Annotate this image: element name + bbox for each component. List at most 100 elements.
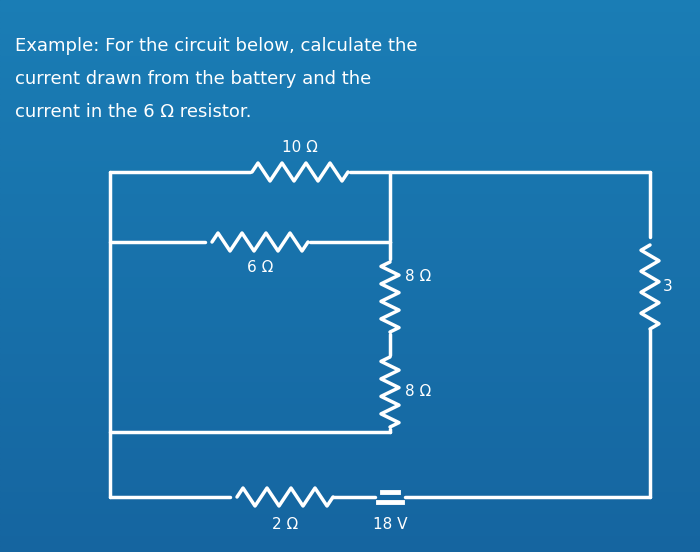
Bar: [0, 326, 700, 331]
Bar: [0, 287, 700, 293]
Bar: [0, 486, 700, 491]
Bar: [0, 248, 700, 254]
Bar: [0, 28, 700, 33]
Text: 3: 3: [663, 279, 673, 295]
Bar: [0, 99, 700, 105]
Bar: [0, 116, 700, 121]
Bar: [0, 414, 700, 420]
Bar: [0, 39, 700, 44]
Bar: [0, 447, 700, 453]
Bar: [0, 331, 700, 337]
Bar: [0, 375, 700, 381]
Bar: [0, 132, 700, 138]
Bar: [0, 77, 700, 83]
Bar: [0, 282, 700, 287]
Bar: [0, 475, 700, 480]
Text: 10 Ω: 10 Ω: [282, 140, 318, 155]
Bar: [0, 243, 700, 248]
Bar: [0, 359, 700, 364]
Bar: [0, 320, 700, 326]
Bar: [0, 530, 700, 535]
Bar: [0, 50, 700, 55]
Bar: [0, 22, 700, 28]
Bar: [0, 342, 700, 348]
Bar: [0, 309, 700, 315]
Bar: [0, 464, 700, 469]
Text: 8 Ω: 8 Ω: [405, 269, 431, 284]
Bar: [0, 215, 700, 221]
Bar: [0, 254, 700, 259]
Bar: [0, 265, 700, 270]
Bar: [0, 392, 700, 397]
Bar: [0, 11, 700, 17]
Bar: [0, 6, 700, 11]
Bar: [0, 121, 700, 127]
Bar: [0, 364, 700, 370]
Bar: [0, 425, 700, 431]
Bar: [0, 304, 700, 309]
Bar: [0, 144, 700, 149]
Bar: [0, 408, 700, 414]
Bar: [0, 469, 700, 475]
Text: 2 Ω: 2 Ω: [272, 517, 298, 532]
Bar: [0, 66, 700, 72]
Bar: [0, 381, 700, 386]
Bar: [0, 160, 700, 166]
Text: current in the 6 Ω resistor.: current in the 6 Ω resistor.: [15, 103, 251, 121]
Bar: [0, 513, 700, 519]
Bar: [0, 110, 700, 116]
Bar: [0, 491, 700, 497]
Bar: [0, 403, 700, 408]
Bar: [0, 55, 700, 61]
Bar: [0, 348, 700, 353]
Bar: [0, 182, 700, 188]
Bar: [0, 127, 700, 132]
Bar: [0, 397, 700, 403]
Bar: [0, 44, 700, 50]
Bar: [0, 524, 700, 530]
Bar: [0, 497, 700, 502]
Bar: [0, 221, 700, 226]
Bar: [0, 436, 700, 442]
Bar: [0, 353, 700, 359]
Bar: [0, 370, 700, 375]
Bar: [0, 535, 700, 541]
Bar: [0, 431, 700, 436]
Bar: [0, 232, 700, 237]
Bar: [0, 61, 700, 66]
Bar: [0, 171, 700, 177]
Bar: [0, 541, 700, 546]
Bar: [0, 259, 700, 265]
Bar: [0, 442, 700, 447]
Bar: [0, 337, 700, 342]
Bar: [0, 508, 700, 513]
Bar: [0, 33, 700, 39]
Bar: [0, 458, 700, 464]
Bar: [0, 293, 700, 298]
Bar: [0, 193, 700, 199]
Bar: [0, 177, 700, 182]
Bar: [0, 270, 700, 276]
Bar: [0, 105, 700, 110]
Bar: [0, 237, 700, 243]
Bar: [0, 420, 700, 425]
Bar: [0, 315, 700, 320]
Text: Example: For the circuit below, calculate the: Example: For the circuit below, calculat…: [15, 37, 417, 55]
Bar: [0, 546, 700, 552]
Bar: [0, 453, 700, 458]
Bar: [0, 88, 700, 94]
Bar: [0, 155, 700, 160]
Bar: [0, 480, 700, 486]
Bar: [0, 138, 700, 144]
Text: 8 Ω: 8 Ω: [405, 385, 431, 400]
Text: 6 Ω: 6 Ω: [247, 260, 273, 275]
Bar: [0, 166, 700, 171]
Bar: [0, 298, 700, 304]
Bar: [0, 17, 700, 22]
Bar: [0, 210, 700, 215]
Bar: [0, 94, 700, 99]
Bar: [0, 519, 700, 524]
Bar: [0, 149, 700, 155]
Bar: [0, 204, 700, 210]
Bar: [0, 276, 700, 282]
